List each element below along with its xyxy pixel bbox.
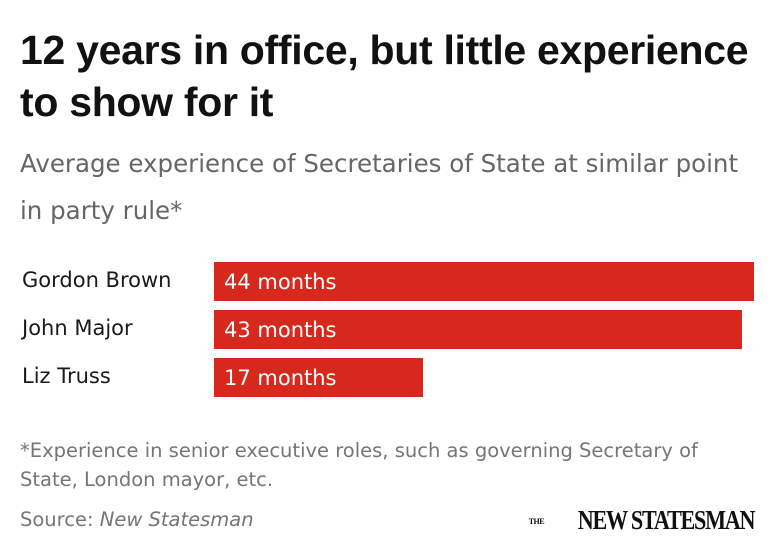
logo-the: The (528, 517, 545, 526)
logo-main: NEW STATESMAN (577, 505, 755, 535)
value-label: 17 months (224, 366, 337, 390)
chart-title: 12 years in office, but little experienc… (20, 27, 749, 125)
category-label: Liz Truss (22, 364, 111, 388)
bar-row: Liz Truss 17 months (0, 354, 776, 397)
bar (214, 262, 754, 301)
footnote: *Experience in senior executive roles, s… (20, 439, 698, 491)
bar-row: John Major 43 months (0, 306, 776, 349)
bar-chart: Gordon Brown 44 months John Major 43 mon… (0, 258, 776, 403)
new-statesman-logo: The NEW STATESMAN (528, 505, 756, 535)
category-label: John Major (22, 316, 133, 340)
bar (214, 358, 423, 397)
chart-subtitle: Average experience of Secretaries of Sta… (20, 149, 739, 225)
bar (214, 310, 742, 349)
source-line: Source: New Statesman (20, 505, 254, 534)
value-label: 44 months (224, 270, 337, 294)
category-label: Gordon Brown (22, 268, 172, 292)
value-label: 43 months (224, 318, 337, 342)
source-prefix: Source: (20, 508, 100, 531)
source-name: New Statesman (99, 508, 254, 531)
bar-row: Gordon Brown 44 months (0, 258, 776, 301)
